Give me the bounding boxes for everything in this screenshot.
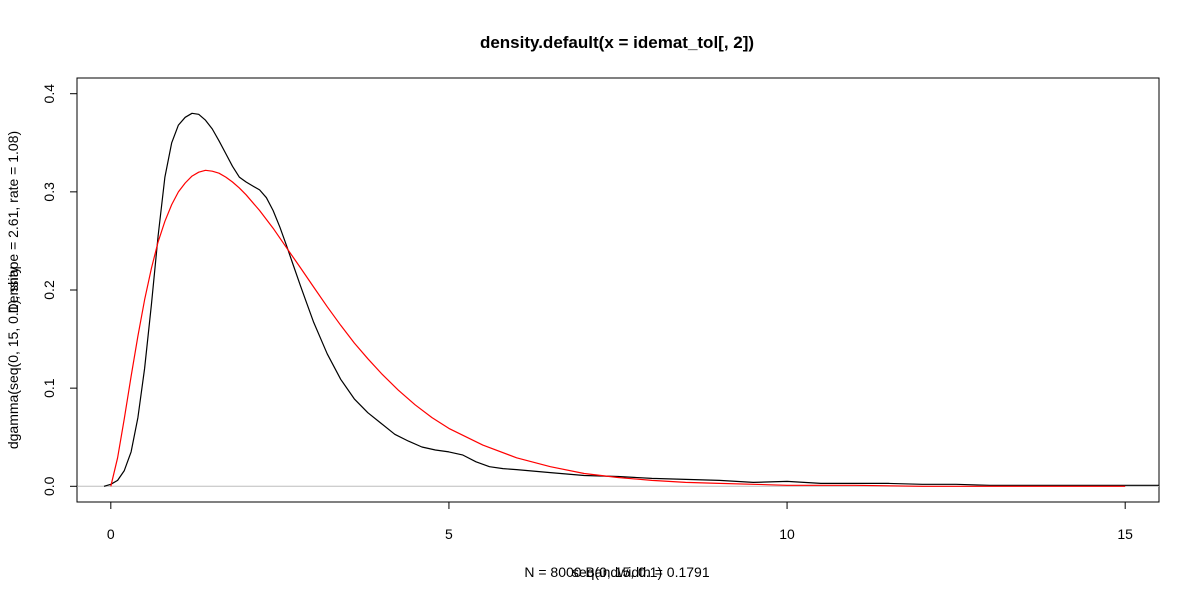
- series-layer: [103, 112, 1159, 487]
- x-tick-label: 15: [1117, 526, 1133, 542]
- y-tick-label: 0.0: [41, 476, 57, 496]
- plot-frame: [76, 77, 1160, 503]
- y-tick-label: 0.1: [41, 378, 57, 398]
- x-tick-label: 0: [107, 526, 115, 542]
- x-axis-label-seq: seq(0, 15, 0.1): [572, 564, 662, 580]
- y-axis-label-density: Density: [5, 267, 21, 314]
- gamma-fit-curve: [110, 169, 1126, 487]
- x-tick-label: 5: [445, 526, 453, 542]
- y-tick-label: 0.3: [41, 182, 57, 202]
- y-tick-label: 0.2: [41, 280, 57, 300]
- x-tick-label: 10: [779, 526, 795, 542]
- chart-title: density.default(x = idemat_tol[, 2]): [480, 33, 754, 52]
- y-axis: 0.0 0.1 0.2 0.3 0.4: [41, 84, 78, 496]
- x-axis: 0 5 10 15: [107, 501, 1133, 542]
- density-curve: [103, 112, 1159, 487]
- y-tick-label: 0.4: [41, 84, 57, 104]
- y-axis-label-dgamma: dgamma(seq(0, 15, 0.1), shape = 2.61, ra…: [5, 131, 21, 449]
- x-axis-label-density: N = 8000 Bandwidth = 0.1791: [524, 564, 709, 580]
